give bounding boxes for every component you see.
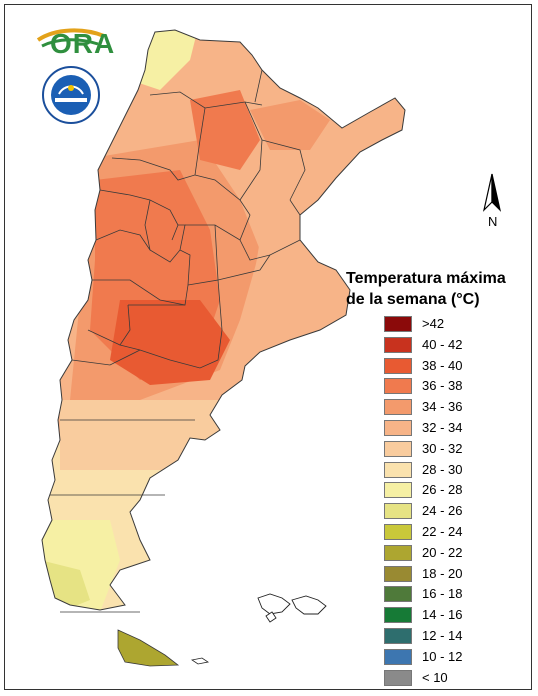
isla-de-los-estados	[190, 657, 210, 665]
legend-swatch	[384, 482, 412, 499]
legend-item: 32 - 34	[384, 420, 534, 436]
legend-swatch	[384, 565, 412, 582]
legend-item: 16 - 18	[384, 586, 534, 603]
legend-label: 26 - 28	[422, 482, 463, 498]
north-label: N	[488, 214, 498, 229]
legend-label: 18 - 20	[422, 565, 463, 581]
legend-label: 20 - 22	[422, 544, 463, 560]
legend-item: 12 - 14	[384, 628, 534, 644]
legend-swatch	[384, 503, 412, 520]
provincial-borders	[41, 29, 406, 613]
legend-label: 36 - 38	[422, 378, 463, 394]
legend-swatch	[384, 420, 412, 436]
north-arrow-icon	[480, 172, 504, 221]
legend-label: 32 - 34	[422, 420, 463, 435]
zone-38-40	[110, 300, 230, 385]
legend-item: 36 - 38	[384, 378, 534, 395]
legend-swatch	[384, 544, 412, 561]
legend-item: 30 - 32	[384, 440, 534, 457]
legend-item: 14 - 16	[384, 607, 534, 624]
ora-logo-text: ORA	[50, 28, 116, 59]
legend-swatch	[384, 524, 412, 540]
legend-item: 28 - 30	[384, 461, 534, 478]
legend-item: 26 - 28	[384, 482, 534, 499]
legend-swatch	[384, 648, 412, 665]
ora-logo	[36, 26, 106, 65]
legend-title-line2: de la semana (°C)	[346, 291, 480, 308]
legend-item: 34 - 36	[384, 399, 534, 416]
legend-label: 16 - 18	[422, 586, 463, 602]
legend-swatch	[384, 399, 412, 416]
legend-swatch	[384, 440, 412, 457]
legend-label: < 10	[422, 669, 448, 685]
legend-label: 22 - 24	[422, 524, 463, 539]
legend-swatch	[384, 586, 412, 603]
legend-swatch	[384, 607, 412, 624]
tierra-del-fuego	[117, 629, 180, 667]
legend-item: < 10	[384, 669, 534, 686]
legend-title: Temperatura máxima de la semana (°C)	[346, 268, 532, 310]
legend-item: 40 - 42	[384, 336, 534, 353]
legend-swatch	[384, 378, 412, 395]
legend-title-line1: Temperatura máxima	[346, 270, 506, 287]
legend-label: >42	[422, 316, 445, 331]
legend-swatch	[384, 628, 412, 644]
smn-seal-icon	[42, 66, 100, 129]
legend-item: 22 - 24	[384, 524, 534, 540]
legend-label: 24 - 26	[422, 503, 463, 519]
legend-item: >42	[384, 316, 534, 332]
zone-northeast	[250, 100, 330, 150]
legend-swatch	[384, 336, 412, 353]
legend-item: 18 - 20	[384, 565, 534, 582]
legend-item: 24 - 26	[384, 503, 534, 520]
zone-north-hot	[190, 90, 260, 170]
ora-swoosh-icon	[36, 28, 105, 48]
legend-swatch	[384, 316, 412, 332]
legend-label: 14 - 16	[422, 607, 463, 623]
legend-item: 20 - 22	[384, 544, 534, 561]
legend-item: 38 - 40	[384, 357, 534, 374]
legend-label: 28 - 30	[422, 461, 463, 477]
legend-label: 12 - 14	[422, 628, 463, 643]
malvinas-islands	[257, 593, 327, 623]
legend-label: 38 - 40	[422, 357, 463, 373]
legend-swatch	[384, 357, 412, 374]
legend-label: 34 - 36	[422, 399, 463, 415]
legend-label: 40 - 42	[422, 336, 463, 352]
legend-item: 10 - 12	[384, 648, 534, 665]
zone-30-32	[60, 400, 230, 470]
legend-label: 10 - 12	[422, 648, 463, 664]
legend-swatch	[384, 461, 412, 478]
legend-swatch	[384, 669, 412, 686]
legend-label: 30 - 32	[422, 440, 463, 456]
